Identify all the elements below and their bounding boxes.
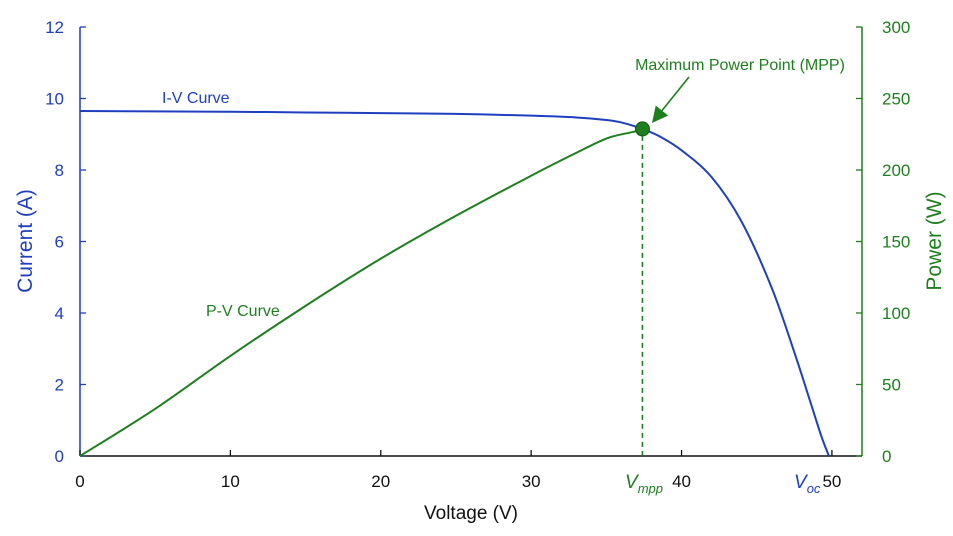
iv-curve-label: I-V Curve <box>162 90 230 107</box>
pv-curve-label: P-V Curve <box>206 303 280 320</box>
right-tick-label: 300 <box>882 18 910 37</box>
left-tick-label: 0 <box>55 447 64 466</box>
left-tick-label: 2 <box>55 376 64 395</box>
vmpp-label: Vmpp <box>625 472 663 496</box>
vmpp-label-sub: mpp <box>638 481 663 496</box>
bottom-tick-label: 0 <box>75 472 84 491</box>
right-tick-label: 200 <box>882 161 910 180</box>
mpp-point <box>634 121 650 137</box>
vmpp-label-main: V <box>625 472 640 493</box>
left-tick-label: 12 <box>45 18 64 37</box>
bottom-tick-label: 50 <box>822 472 841 491</box>
x-axis-title: Voltage (V) <box>424 503 518 524</box>
left-tick-label: 6 <box>55 233 64 252</box>
left-tick-label: 4 <box>55 304 64 323</box>
y-left-axis-title: Current (A) <box>14 189 37 293</box>
right-tick-label: 0 <box>882 447 891 466</box>
right-tick-label: 100 <box>882 304 910 323</box>
right-tick-label: 150 <box>882 233 910 252</box>
left-tick-label: 10 <box>45 90 64 109</box>
left-tick-label: 8 <box>55 161 64 180</box>
right-tick-label: 250 <box>882 90 910 109</box>
right-axis-ticks: 0 50 100 150 200 250 300 <box>856 18 910 466</box>
voc-label-sub: oc <box>807 481 821 496</box>
iv-curve-line <box>79 110 830 457</box>
right-tick-label: 50 <box>882 376 901 395</box>
bottom-tick-label: 20 <box>371 472 390 491</box>
mpp-label: Maximum Power Point (MPP) <box>635 57 845 74</box>
voc-label: Voc <box>794 472 821 496</box>
bottom-axis-ticks: 0 10 20 30 40 50 <box>75 450 841 491</box>
bottom-tick-label: 40 <box>672 472 691 491</box>
bottom-tick-label: 10 <box>221 472 240 491</box>
voc-label-main: V <box>794 472 809 493</box>
bottom-tick-label: 30 <box>522 472 541 491</box>
mpp-arrow <box>651 76 690 123</box>
pv-curve-line <box>79 128 643 457</box>
y-right-axis-title: Power (W) <box>923 191 946 290</box>
left-axis-ticks: 0 2 4 6 8 10 12 <box>45 18 86 466</box>
